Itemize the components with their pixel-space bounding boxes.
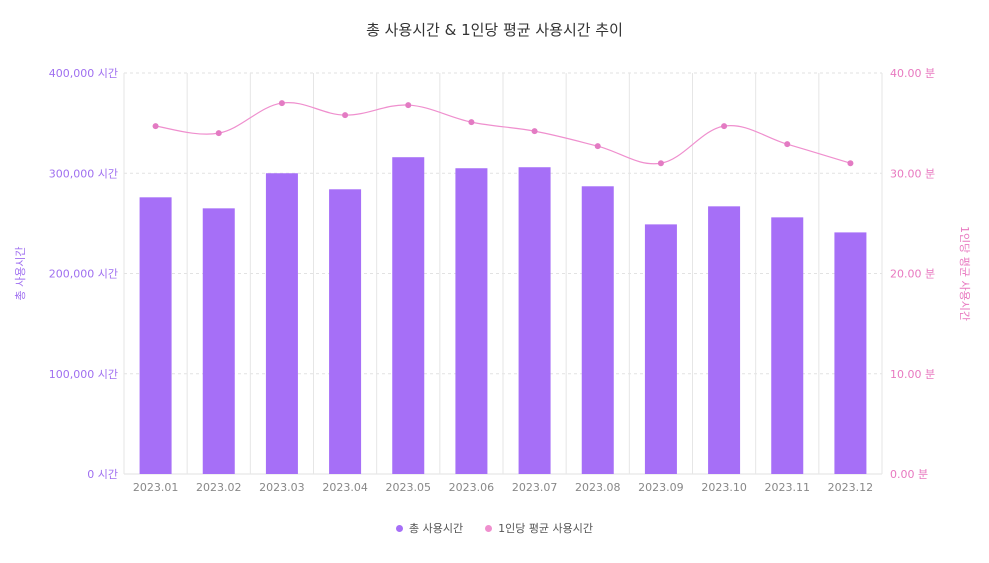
legend-marker-avg-usage (485, 524, 493, 532)
legend-marker-total-usage (395, 524, 403, 532)
line-point (594, 143, 601, 150)
axes: 0 시간 100,000 시간 200,000 시간 300,000 시간 400,00… (14, 67, 971, 494)
y-right-tick-label: 10.00 분 (890, 368, 935, 381)
bar (455, 168, 488, 475)
bar (518, 167, 551, 475)
y-left-tick-label: 200,000 시간 (49, 268, 118, 281)
line-point (152, 123, 159, 130)
legend-label-avg-usage: 1인당 평균 사용시간 (498, 522, 594, 535)
x-tick-label: 2023.08 (575, 481, 621, 494)
line-point (721, 123, 728, 130)
x-tick-label: 2023.06 (449, 481, 495, 494)
x-tick-label: 2023.09 (638, 481, 684, 494)
line-point (531, 128, 538, 135)
x-tick-label: 2023.01 (133, 481, 179, 494)
line-point (468, 119, 475, 126)
line-series (152, 100, 854, 167)
y-left-tick-label: 300,000 시간 (49, 167, 118, 180)
legend-label-total-usage: 총 사용시간 (408, 522, 464, 535)
legend-item-total-usage[interactable]: 총 사용시간 (395, 520, 464, 536)
x-tick-label: 2023.04 (322, 481, 368, 494)
bar (771, 217, 804, 475)
y-left-tick-label: 0 시간 (87, 468, 118, 481)
y-right-tick-label: 20.00 분 (890, 268, 935, 281)
x-tick-label: 2023.02 (196, 481, 242, 494)
x-tick-label: 2023.10 (701, 481, 747, 494)
bar (202, 208, 235, 474)
y-left-tick-label: 100,000 시간 (49, 368, 118, 381)
bar (265, 173, 298, 474)
x-tick-label: 2023.03 (259, 481, 305, 494)
bar (581, 186, 614, 474)
legend: 총 사용시간 1인당 평균 사용시간 (0, 520, 989, 536)
line-point (784, 141, 791, 148)
line-point (278, 100, 285, 107)
bar-series (139, 157, 867, 475)
line-point (342, 112, 349, 119)
line-path (155, 102, 851, 165)
x-tick-label: 2023.11 (765, 481, 811, 494)
bar (644, 224, 677, 474)
y-right-tick-label: 40.00 분 (890, 67, 935, 80)
x-tick-label: 2023.07 (512, 481, 558, 494)
x-tick-label: 2023.05 (386, 481, 432, 494)
y-right-tick-label: 30.00 분 (890, 167, 935, 180)
y-right-axis-title: 1인당 평균 사용시간 (958, 226, 971, 321)
y-left-axis-title: 총 사용시간 (14, 246, 27, 300)
y-left-tick-label: 400,000 시간 (49, 67, 118, 80)
line-point (215, 130, 222, 137)
line-point (657, 160, 664, 167)
bar (329, 189, 362, 475)
bar (708, 206, 741, 474)
y-right-tick-label: 0.00 분 (890, 468, 928, 481)
x-tick-label: 2023.12 (828, 481, 874, 494)
line-point (405, 102, 412, 109)
chart-title: 총 사용시간 & 1인당 평균 사용시간 추이 (366, 21, 623, 39)
legend-item-avg-usage[interactable]: 1인당 평균 사용시간 (485, 520, 593, 536)
bar (834, 232, 867, 474)
line-point (847, 160, 854, 167)
bar (392, 157, 425, 474)
bar (139, 197, 172, 474)
grid-lines (123, 72, 883, 475)
